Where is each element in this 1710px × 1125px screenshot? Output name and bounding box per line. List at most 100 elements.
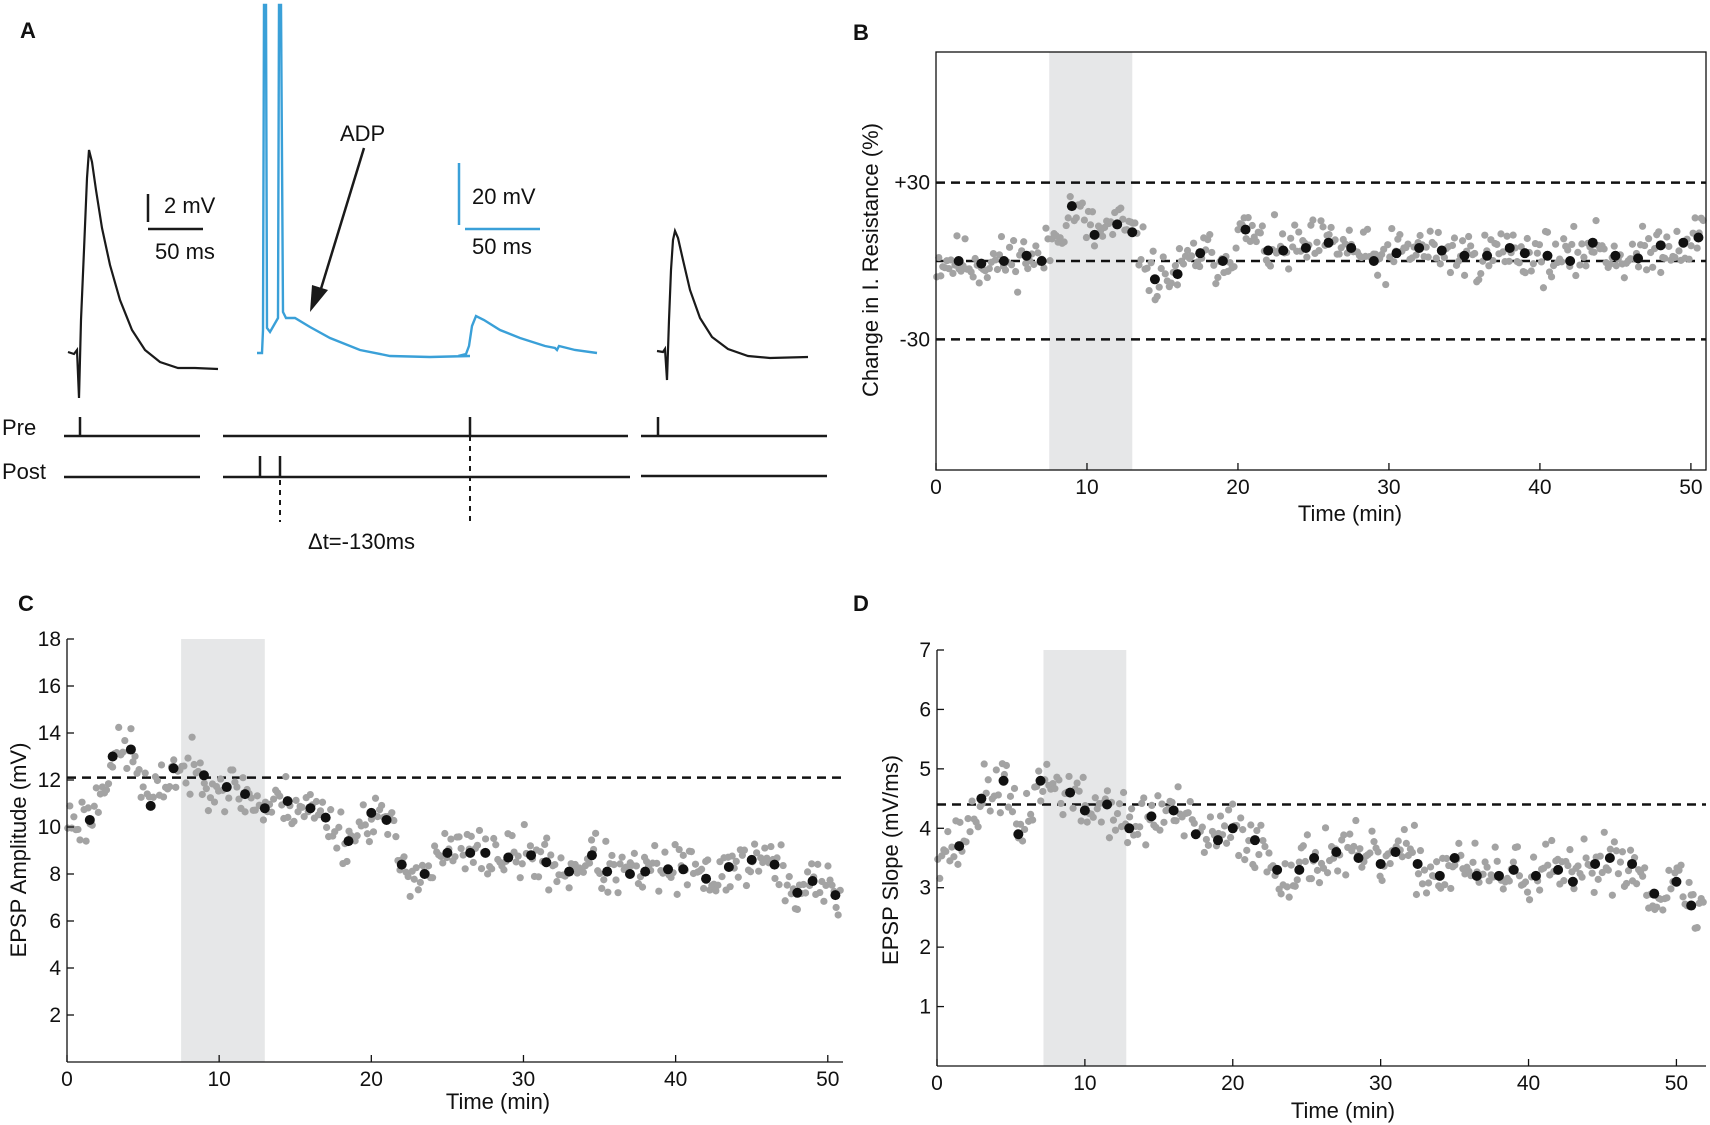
raw-point-d-266 bbox=[1471, 839, 1479, 847]
raw-point-d-363 bbox=[1667, 885, 1675, 893]
raw-point-c-272 bbox=[618, 853, 626, 861]
raw-point-c-25 bbox=[115, 723, 123, 732]
raw-point-d-295 bbox=[1529, 853, 1538, 861]
mean-point-d-35 bbox=[1671, 876, 1682, 887]
raw-point-d-112 bbox=[1160, 818, 1168, 826]
raw-point-b-194 bbox=[1325, 230, 1333, 239]
raw-point-c-329 bbox=[734, 873, 742, 881]
raw-point-d-230 bbox=[1398, 853, 1406, 861]
raw-point-b-376 bbox=[1693, 244, 1701, 252]
raw-point-b-12 bbox=[957, 267, 965, 275]
stim-window-d bbox=[1043, 650, 1127, 1066]
mean-point-c-23 bbox=[564, 866, 575, 877]
raw-point-c-3 bbox=[70, 813, 78, 821]
raw-point-b-116 bbox=[1167, 279, 1175, 287]
raw-point-c-159 bbox=[388, 809, 396, 817]
raw-point-b-226 bbox=[1390, 258, 1398, 266]
raw-point-b-280 bbox=[1499, 248, 1507, 256]
mean-point-b-7 bbox=[1112, 219, 1123, 230]
mean-point-c-24 bbox=[586, 850, 597, 861]
raw-point-b-266 bbox=[1471, 249, 1479, 258]
raw-point-c-148 bbox=[365, 838, 373, 846]
mean-point-d-30 bbox=[1567, 876, 1578, 887]
raw-point-d-155 bbox=[1247, 821, 1255, 829]
raw-point-d-276 bbox=[1491, 843, 1499, 851]
x-tick-label-c-5: 50 bbox=[816, 1068, 839, 1091]
raw-point-b-255 bbox=[1448, 241, 1457, 250]
raw-point-b-25 bbox=[983, 273, 991, 282]
raw-point-b-154 bbox=[1244, 214, 1252, 222]
raw-point-c-134 bbox=[337, 808, 345, 816]
raw-point-d-127 bbox=[1190, 819, 1198, 827]
raw-point-d-172 bbox=[1281, 860, 1289, 868]
raw-point-c-312 bbox=[700, 884, 708, 893]
raw-point-d-188 bbox=[1313, 866, 1322, 874]
axes-c bbox=[66, 639, 843, 1063]
raw-point-d-228 bbox=[1394, 837, 1402, 845]
raw-point-d-135 bbox=[1206, 813, 1215, 821]
raw-point-c-154 bbox=[378, 801, 386, 810]
raw-point-b-279 bbox=[1497, 230, 1505, 238]
raw-point-b-263 bbox=[1465, 232, 1473, 241]
raw-point-d-1 bbox=[936, 874, 944, 883]
raw-point-c-199 bbox=[469, 858, 477, 867]
mean-point-b-32 bbox=[1655, 240, 1666, 251]
raw-point-c-125 bbox=[318, 798, 327, 806]
raw-point-c-44 bbox=[153, 776, 162, 785]
panel-c-label: C bbox=[18, 591, 34, 616]
mean-point-c-14 bbox=[381, 814, 392, 825]
raw-point-c-236 bbox=[545, 886, 553, 894]
raw-point-c-13 bbox=[90, 802, 98, 810]
raw-point-c-96 bbox=[259, 816, 268, 824]
mean-point-c-4 bbox=[168, 763, 179, 774]
raw-point-b-317 bbox=[1574, 248, 1582, 256]
raw-point-b-375 bbox=[1691, 214, 1699, 222]
raw-point-c-242 bbox=[557, 854, 565, 862]
raw-point-d-332 bbox=[1604, 866, 1612, 874]
raw-point-b-101 bbox=[1137, 255, 1145, 264]
raw-point-b-288 bbox=[1515, 259, 1523, 267]
raw-point-d-74 bbox=[1083, 818, 1091, 826]
raw-point-b-372 bbox=[1685, 255, 1693, 263]
plot-frame-b bbox=[935, 51, 1707, 471]
x-axis-label-b: Time (min) bbox=[1298, 501, 1402, 526]
raw-point-b-261 bbox=[1460, 271, 1469, 279]
mean-point-c-13 bbox=[366, 807, 377, 818]
raw-point-b-14 bbox=[961, 235, 969, 243]
raw-point-c-142 bbox=[353, 832, 361, 840]
raw-point-c-53 bbox=[172, 783, 180, 791]
raw-point-d-173 bbox=[1283, 883, 1291, 891]
raw-point-d-44 bbox=[1023, 789, 1031, 798]
raw-point-c-174 bbox=[418, 861, 426, 869]
raw-point-b-254 bbox=[1446, 268, 1455, 277]
raw-point-c-375 bbox=[828, 881, 836, 889]
raw-point-c-325 bbox=[726, 883, 734, 891]
raw-point-c-265 bbox=[604, 888, 612, 896]
raw-point-b-218 bbox=[1374, 271, 1382, 279]
raw-point-c-69 bbox=[204, 807, 212, 815]
raw-point-b-269 bbox=[1477, 270, 1485, 278]
scale-bar-blue bbox=[457, 163, 540, 231]
raw-point-c-259 bbox=[592, 829, 600, 837]
raw-point-c-267 bbox=[608, 851, 616, 860]
raw-point-b-299 bbox=[1537, 258, 1546, 266]
raw-point-d-280 bbox=[1499, 885, 1507, 893]
raw-point-d-210 bbox=[1358, 863, 1366, 871]
raw-point-b-373 bbox=[1687, 242, 1695, 250]
x-tick-label-b-2: 20 bbox=[1226, 476, 1249, 499]
raw-point-c-214 bbox=[500, 866, 508, 874]
raw-point-c-345 bbox=[767, 842, 775, 851]
raw-point-c-62 bbox=[190, 760, 198, 769]
raw-point-d-150 bbox=[1237, 814, 1245, 822]
raw-point-b-64 bbox=[1062, 221, 1070, 230]
raw-point-d-151 bbox=[1239, 826, 1247, 834]
raw-point-b-379 bbox=[1699, 216, 1707, 225]
mean-point-b-4 bbox=[1036, 256, 1047, 266]
raw-point-b-320 bbox=[1580, 253, 1588, 261]
raw-point-b-326 bbox=[1592, 217, 1600, 225]
raw-point-d-209 bbox=[1356, 845, 1364, 853]
raw-point-d-293 bbox=[1525, 896, 1534, 904]
raw-point-c-132 bbox=[333, 844, 341, 852]
raw-point-d-304 bbox=[1548, 836, 1556, 845]
